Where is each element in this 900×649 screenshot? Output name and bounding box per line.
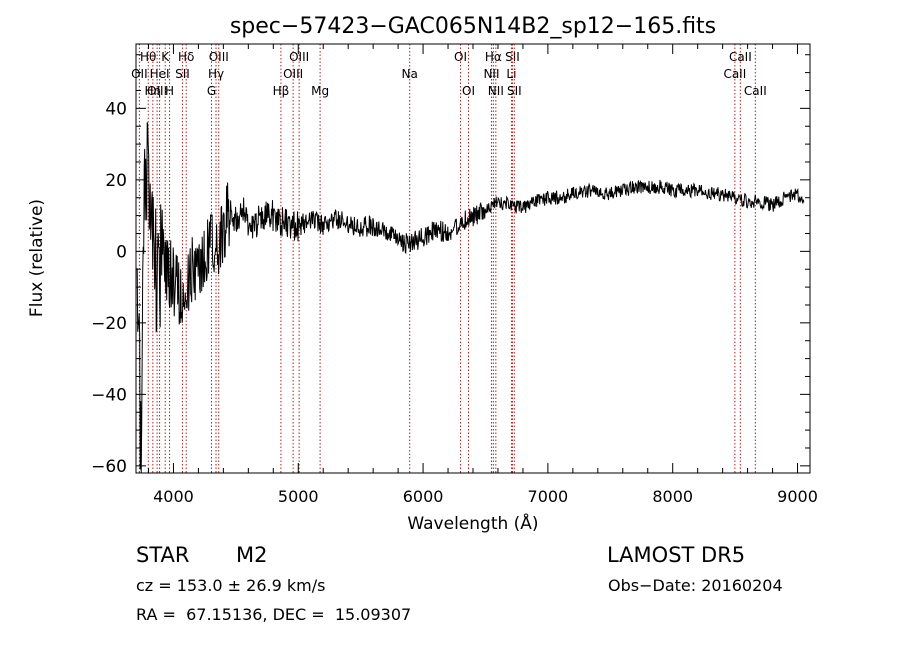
redshift-velocity: cz = 153.0 ± 26.9 km/s [136, 576, 325, 595]
line-marker-label: SII [175, 67, 190, 81]
x-tick-label: 8000 [652, 487, 693, 506]
y-tick-label: −40 [91, 385, 127, 405]
line-marker-label: SII [505, 50, 520, 64]
spectrum-line [136, 122, 805, 474]
line-marker-label: K [161, 50, 170, 64]
sky-coordinates: RA = 67.15136, DEC = 15.09307 [136, 605, 411, 624]
line-marker-label: OI [454, 50, 467, 64]
line-marker-label: HeI [150, 67, 170, 81]
line-marker-label: CaII [723, 67, 746, 81]
x-tick-label: 6000 [403, 487, 444, 506]
y-tick-label: −20 [91, 314, 127, 334]
line-marker-label: Li [506, 67, 516, 81]
y-tick-label: 20 [105, 171, 127, 191]
plot-frame [135, 43, 811, 474]
line-marker-label: NII [488, 84, 504, 98]
survey-name: LAMOST DR5 [607, 543, 745, 567]
line-marker-label: OIII [147, 84, 167, 98]
line-marker-label: OIII [283, 67, 303, 81]
object-class: STAR [136, 543, 189, 567]
x-tick-label: 9000 [777, 487, 818, 506]
object-subclass: M2 [236, 543, 267, 567]
x-tick-label: 5000 [278, 487, 319, 506]
line-marker-label: G [207, 84, 216, 98]
line-marker-label: Hγ [208, 67, 224, 81]
line-marker-label: CaII [729, 50, 752, 64]
line-marker-label: SII [507, 84, 522, 98]
line-marker-label: Hδ [178, 50, 194, 64]
line-marker-label: OI [462, 84, 475, 98]
y-axis: −60 −40 −20 0 20 40 [91, 54, 810, 477]
line-marker-label: Hβ [273, 84, 290, 98]
line-marker-label: NII [483, 67, 499, 81]
y-tick-label: −60 [91, 457, 127, 477]
x-axis: 4000 5000 6000 7000 8000 9000 [147, 44, 818, 506]
observation-date: Obs−Date: 20160204 [608, 576, 783, 595]
line-marker-label: OIII [209, 50, 229, 64]
line-marker-label: OIII [289, 50, 309, 64]
x-tick-label: 4000 [153, 487, 194, 506]
y-tick-label: 40 [105, 99, 127, 119]
line-marker-label: Na [402, 67, 418, 81]
x-axis-label: Wavelength (Å) [407, 512, 538, 534]
x-tick-label: 7000 [528, 487, 569, 506]
line-marker-label: Hα [485, 50, 502, 64]
line-marker-label: OII [131, 67, 148, 81]
line-marker-label: CaII [744, 84, 767, 98]
y-axis-label: Flux (relative) [27, 199, 47, 317]
spectrum-series [136, 122, 805, 474]
chart-title: spec−57423−GAC065N14B2_sp12−165.fits [230, 14, 716, 39]
line-marker-label: Mg [311, 84, 329, 98]
y-tick-label: 0 [116, 242, 127, 262]
line-marker-label: Hθ [140, 50, 156, 64]
line-marker-label: Hη [145, 84, 162, 98]
line-marker-label: H [165, 84, 174, 98]
